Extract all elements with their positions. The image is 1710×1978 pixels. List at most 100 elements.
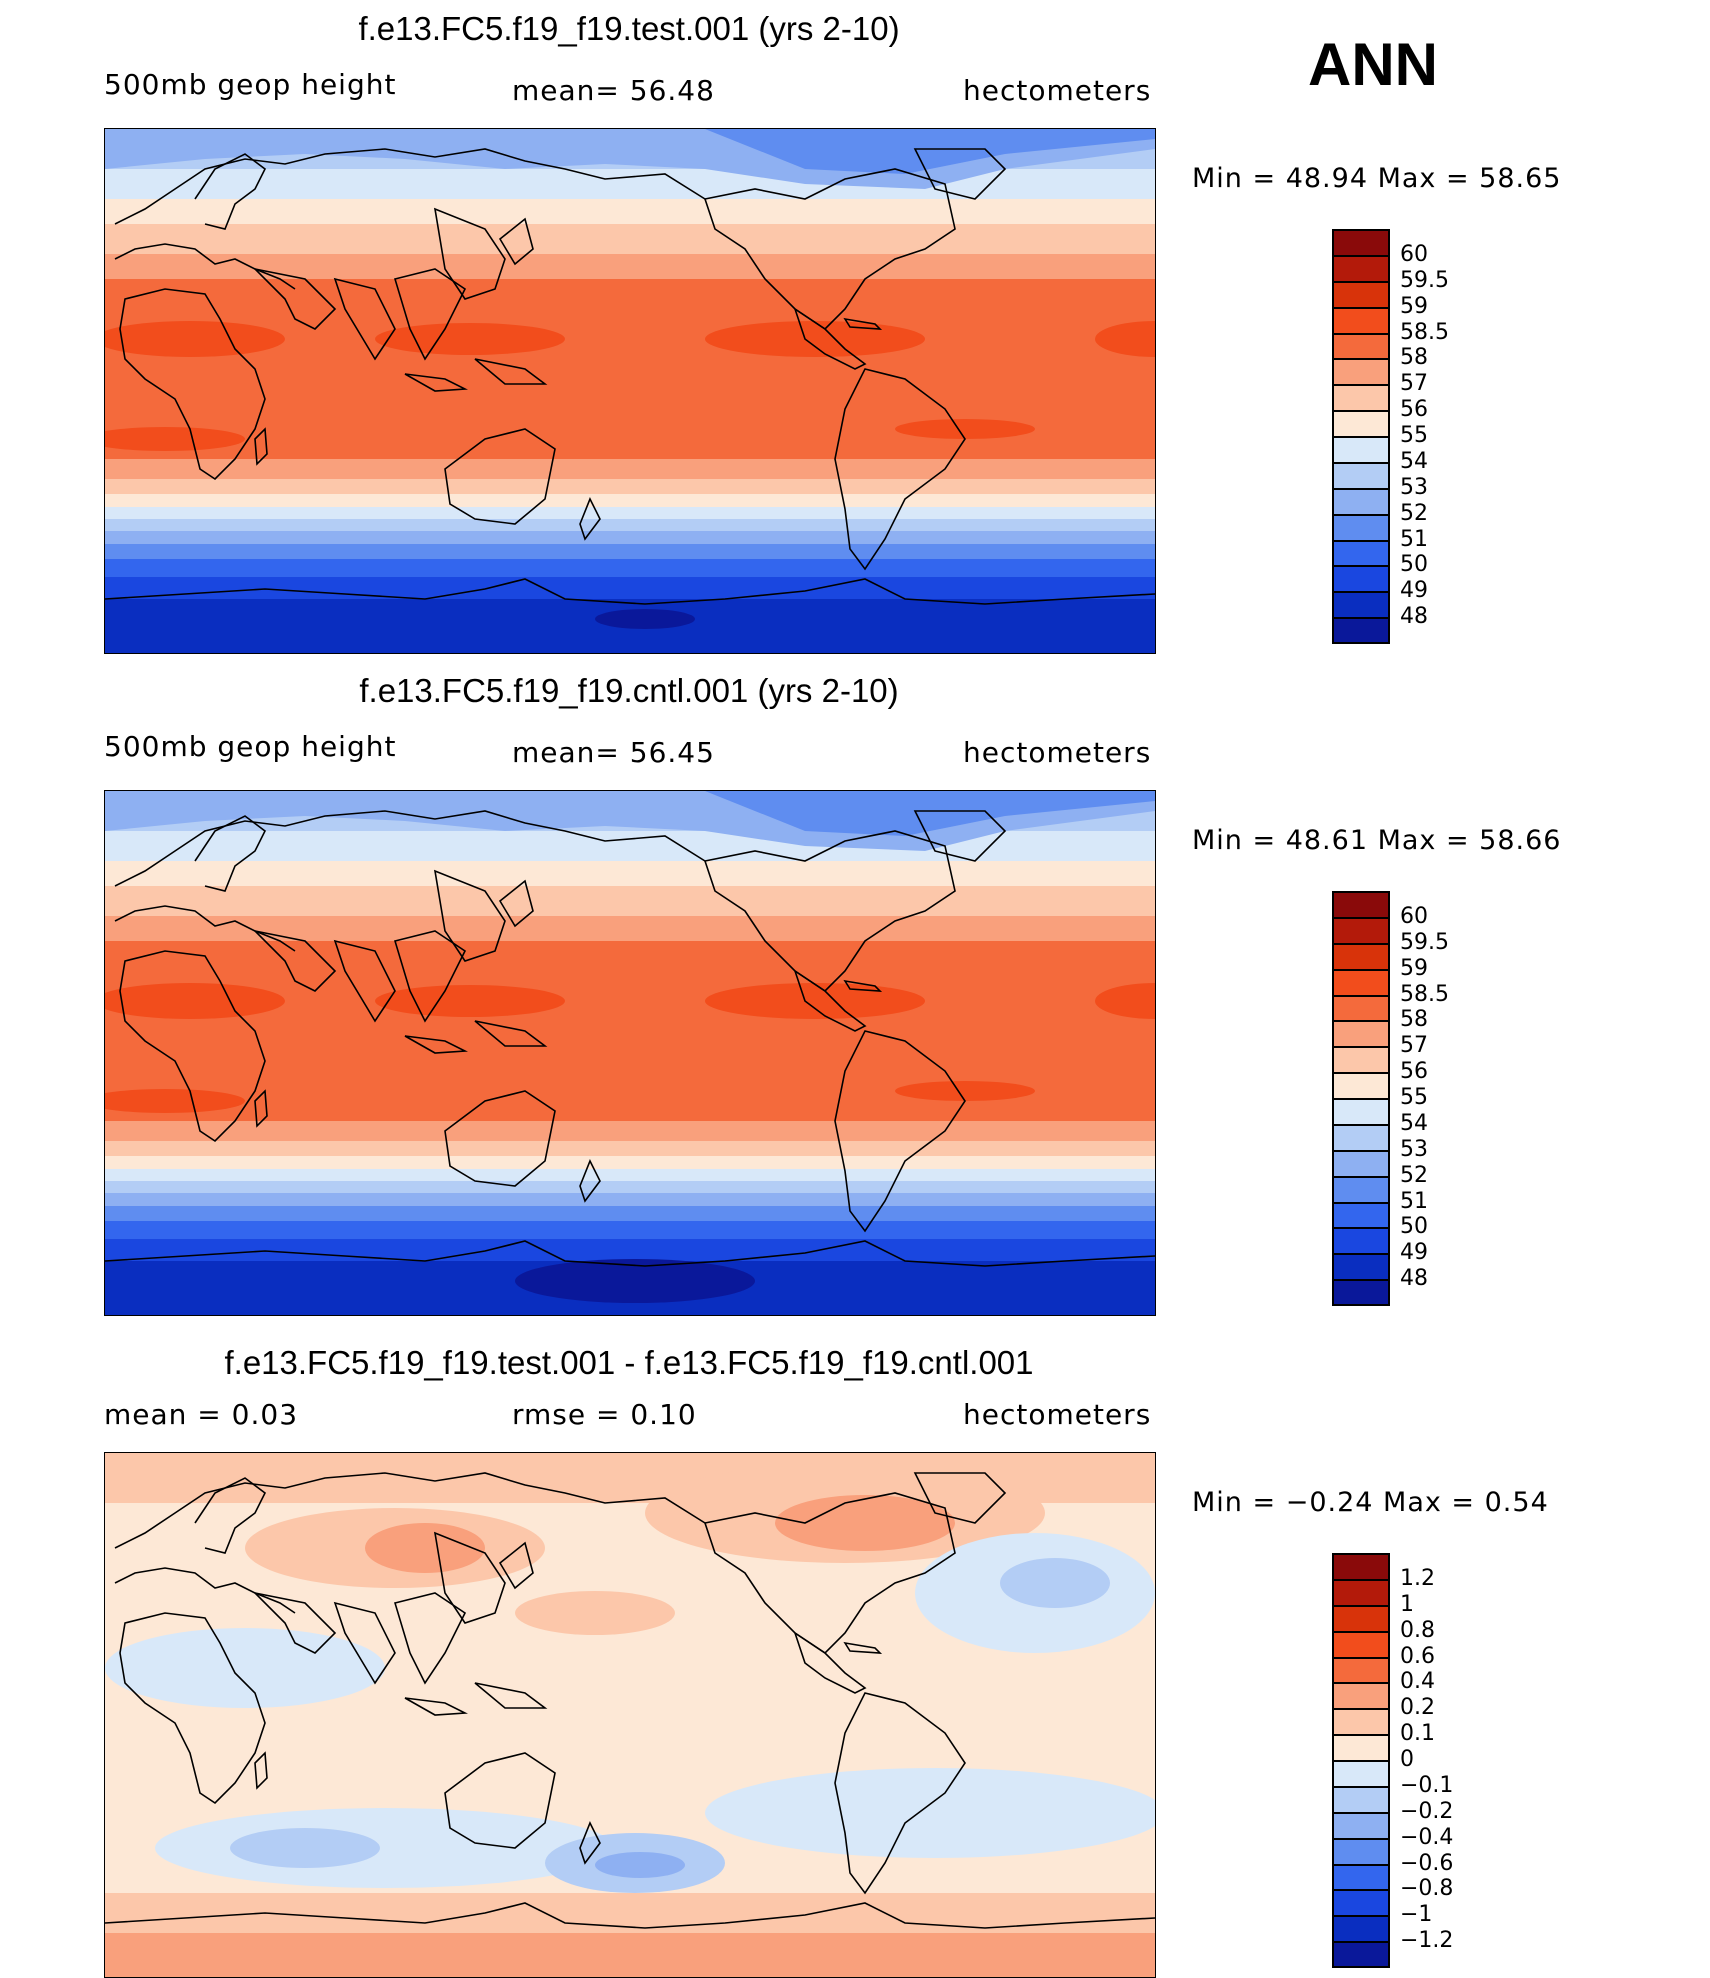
colorbar-label: −0.2 bbox=[1400, 1798, 1454, 1824]
colorbar-label: 58.5 bbox=[1400, 319, 1449, 345]
field-band bbox=[105, 531, 1155, 544]
coastline-segment bbox=[444, 428, 556, 525]
colorbar-label: 60 bbox=[1400, 241, 1428, 267]
field-high bbox=[375, 323, 565, 355]
colorbar-label: 51 bbox=[1400, 1188, 1428, 1214]
coastline-segment bbox=[333, 277, 396, 361]
coastline-segment bbox=[119, 1612, 266, 1805]
coastline-segment bbox=[252, 929, 337, 992]
colorbar-label: −0.1 bbox=[1400, 1772, 1454, 1798]
colorbar-swatch bbox=[1332, 1889, 1390, 1917]
field-band bbox=[105, 577, 1155, 599]
colorbar-swatch bbox=[1332, 1279, 1390, 1306]
colorbar-swatch bbox=[1332, 1149, 1390, 1177]
coastline-segment bbox=[105, 578, 1155, 605]
field-negative-core bbox=[230, 1828, 380, 1868]
colorbar-label: 58 bbox=[1400, 345, 1428, 371]
panel-test-units: hectometers bbox=[963, 74, 1152, 107]
field-high bbox=[105, 427, 245, 451]
field-high bbox=[895, 419, 1035, 439]
colorbar-label: 59.5 bbox=[1400, 267, 1449, 293]
colorbar-swatch bbox=[1332, 332, 1390, 360]
colorbar-swatch bbox=[1332, 1020, 1390, 1048]
colorbar-label: 58.5 bbox=[1400, 981, 1449, 1007]
coastline-segment bbox=[474, 358, 548, 385]
field-negative bbox=[105, 1628, 385, 1708]
colorbar-swatch bbox=[1332, 1863, 1390, 1891]
colorbar-swatch bbox=[1332, 1682, 1390, 1710]
coastline-segment bbox=[579, 497, 601, 541]
panel-diff-units: hectometers bbox=[963, 1398, 1152, 1431]
colorbar-label: −0.6 bbox=[1400, 1850, 1454, 1876]
field-band bbox=[105, 459, 1155, 479]
colorbar-swatch bbox=[1332, 1578, 1390, 1606]
panel-cntl-title: f.e13.FC5.f19_f19.cntl.001 (yrs 2-10) bbox=[359, 672, 899, 709]
coastline-segment bbox=[254, 1751, 268, 1790]
field-polar-north-core bbox=[705, 129, 1155, 174]
field-band bbox=[105, 1181, 1155, 1193]
field-band bbox=[105, 479, 1155, 494]
colorbar-label: 59.5 bbox=[1400, 929, 1449, 955]
colorbar-swatch bbox=[1332, 1941, 1390, 1968]
colorbar-swatch bbox=[1332, 1656, 1390, 1684]
panel-diff-rmse: rmse = 0.10 bbox=[512, 1398, 697, 1431]
colorbar-label: 54 bbox=[1400, 448, 1428, 474]
field-positive-core bbox=[775, 1495, 955, 1551]
field-band bbox=[105, 199, 1155, 224]
colorbar-swatch bbox=[1332, 461, 1390, 489]
field-high bbox=[105, 1089, 245, 1113]
coastline-segment bbox=[333, 939, 396, 1023]
colorbar-swatch bbox=[1332, 306, 1390, 334]
season-label: ANN bbox=[1308, 31, 1438, 98]
field-band bbox=[105, 519, 1155, 531]
field-band bbox=[105, 1193, 1155, 1206]
coastline-segment bbox=[834, 1692, 966, 1895]
panel-cntl-units: hectometers bbox=[963, 736, 1152, 769]
coastline-segment bbox=[579, 1821, 601, 1865]
colorbar-label: 60 bbox=[1400, 903, 1428, 929]
colorbar-label: 0 bbox=[1400, 1747, 1414, 1772]
coastline-segment bbox=[119, 288, 266, 481]
coastline-segment bbox=[793, 307, 867, 370]
colorbar-label: 48 bbox=[1400, 604, 1428, 630]
colorbar-swatch bbox=[1332, 229, 1390, 256]
field-polar-north-core bbox=[705, 791, 1155, 836]
coastline-segment bbox=[194, 815, 267, 892]
colorbar-cntl: 60 59.5 59 58.5 58 57 56 55 54 53 52 51 50 49 48 bbox=[1332, 891, 1532, 1306]
map-diff-canvas bbox=[105, 1453, 1155, 1977]
coastline-segment bbox=[252, 267, 337, 330]
coastline-segment bbox=[105, 1240, 1155, 1267]
field-high bbox=[705, 983, 925, 1019]
field-negative-core bbox=[1000, 1558, 1110, 1608]
field-high bbox=[705, 321, 925, 357]
panel-test-mean: mean= 56.48 bbox=[512, 74, 715, 107]
coastline-segment bbox=[474, 1020, 548, 1047]
coastline-segment bbox=[843, 1641, 883, 1654]
field-band bbox=[105, 1221, 1155, 1239]
colorbar-label: −0.4 bbox=[1400, 1824, 1454, 1850]
colorbar-swatch bbox=[1332, 1227, 1390, 1255]
field-band bbox=[105, 507, 1155, 519]
colorbar-label: −1 bbox=[1400, 1902, 1433, 1928]
colorbar-swatch bbox=[1332, 254, 1390, 282]
coastline-segment bbox=[194, 1477, 267, 1554]
colorbar-label: 57 bbox=[1400, 371, 1428, 397]
field-high bbox=[105, 983, 285, 1019]
colorbar-swatch bbox=[1332, 1915, 1390, 1943]
colorbar-swatch bbox=[1332, 1098, 1390, 1125]
field-low-core bbox=[595, 609, 695, 629]
field-band bbox=[105, 1141, 1155, 1156]
coastline-segment bbox=[843, 317, 883, 330]
colorbar-swatch bbox=[1332, 968, 1390, 996]
colorbar-label: 52 bbox=[1400, 500, 1428, 526]
colorbar-swatch bbox=[1332, 942, 1390, 970]
coastline-segment bbox=[114, 148, 706, 225]
coastline-segment bbox=[393, 268, 467, 361]
colorbar-label: 0.6 bbox=[1400, 1643, 1435, 1669]
coastline-segment bbox=[579, 1159, 601, 1203]
coastline-segment bbox=[105, 1902, 1155, 1929]
field-positive-core bbox=[365, 1523, 485, 1573]
colorbar-swatch bbox=[1332, 916, 1390, 944]
colorbar-swatch bbox=[1332, 436, 1390, 463]
colorbar-label: 55 bbox=[1400, 1085, 1428, 1110]
